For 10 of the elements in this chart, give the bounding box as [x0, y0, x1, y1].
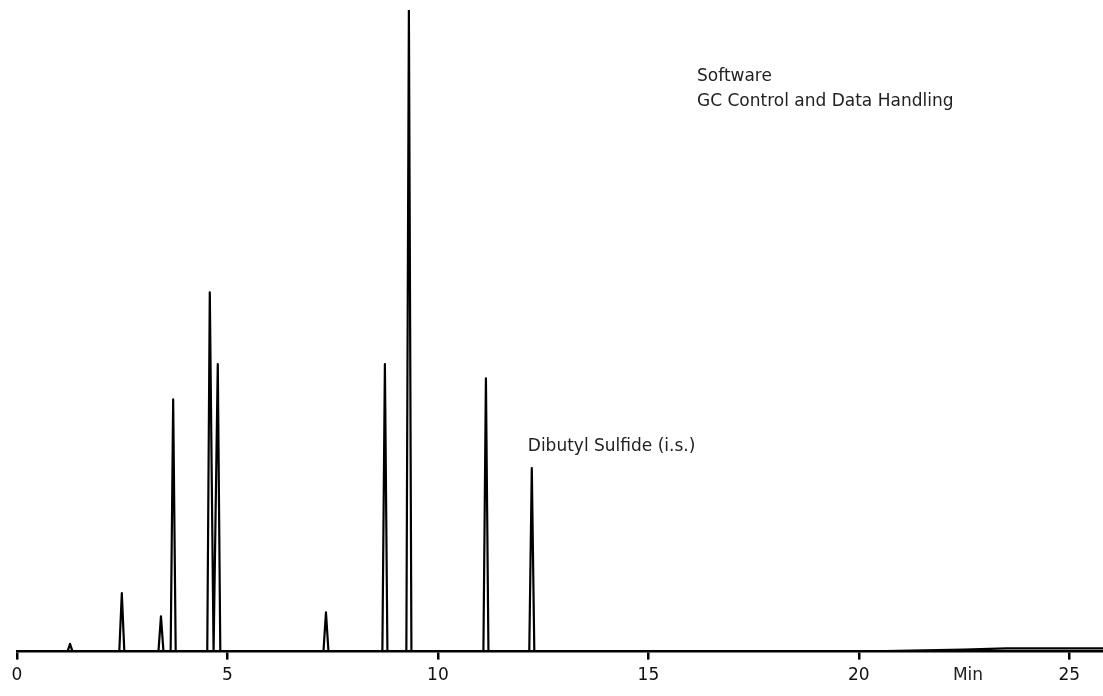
- annotation: Dibutyl Sulfide (i.s.): [527, 435, 696, 456]
- x-tick-label: 25: [1058, 664, 1081, 685]
- x-tick-label: 0: [11, 664, 23, 685]
- annotation: GC Control and Data Handling: [697, 90, 954, 110]
- annotation: Software: [697, 65, 772, 85]
- x-axis-title: Min: [952, 664, 984, 684]
- x-tick-label: 5: [222, 664, 233, 685]
- x-tick-label: 15: [637, 664, 660, 685]
- x-tick-label: 20: [848, 664, 870, 685]
- x-tick-label: 10: [427, 664, 449, 685]
